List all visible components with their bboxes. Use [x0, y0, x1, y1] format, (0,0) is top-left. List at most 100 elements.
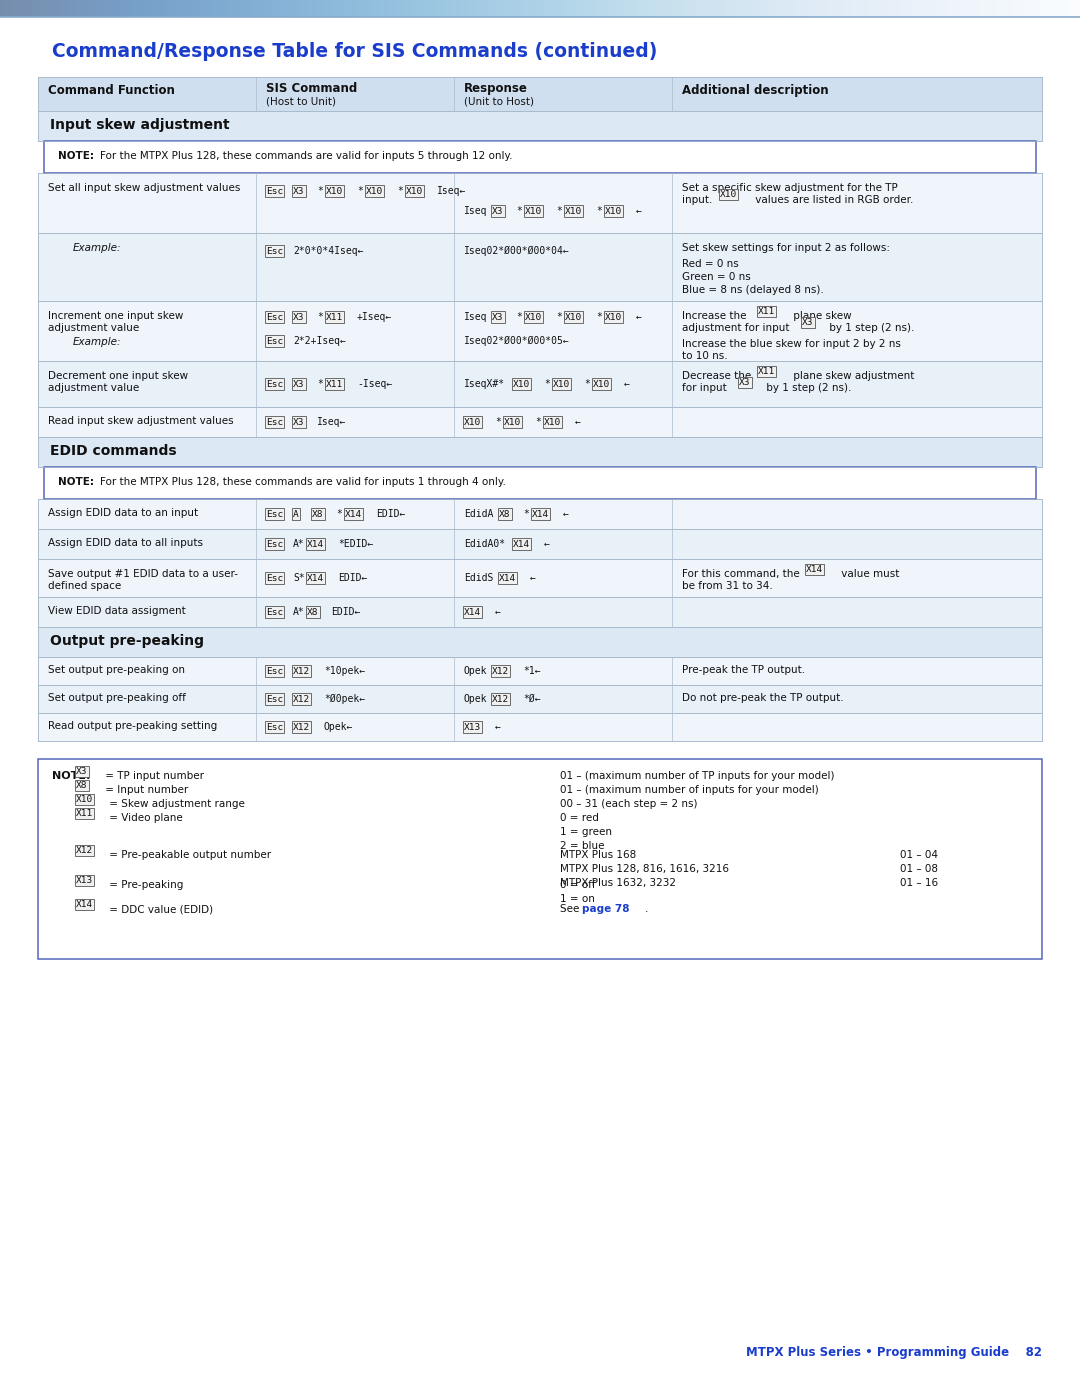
- Text: *: *: [544, 379, 550, 388]
- Text: *1←: *1←: [523, 666, 541, 676]
- FancyBboxPatch shape: [38, 407, 1042, 437]
- FancyBboxPatch shape: [38, 627, 1042, 657]
- Text: MTPX Plus 168: MTPX Plus 168: [561, 849, 636, 861]
- Text: = Pre-peaking: = Pre-peaking: [106, 880, 184, 890]
- Text: -Iseq←: -Iseq←: [357, 379, 392, 388]
- Text: X12: X12: [76, 847, 93, 855]
- Text: ←: ←: [575, 416, 581, 427]
- Text: X8: X8: [76, 781, 87, 789]
- Text: (Unit to Host): (Unit to Host): [464, 96, 534, 106]
- Text: Esc: Esc: [266, 694, 283, 704]
- FancyBboxPatch shape: [38, 597, 1042, 627]
- Text: Iseq02*Ø00*Ø00*04←: Iseq02*Ø00*Ø00*04←: [464, 246, 570, 256]
- Text: X10: X10: [464, 418, 482, 426]
- Text: adjustment for input: adjustment for input: [681, 323, 793, 332]
- Text: X14: X14: [499, 574, 516, 583]
- Text: Output pre-peaking: Output pre-peaking: [50, 634, 204, 648]
- Text: X10: X10: [525, 313, 542, 321]
- Text: Red = 0 ns: Red = 0 ns: [681, 258, 739, 270]
- Text: X14: X14: [464, 608, 482, 616]
- Text: 00 – 31 (each step = 2 ns): 00 – 31 (each step = 2 ns): [561, 799, 698, 809]
- Text: EDID commands: EDID commands: [50, 444, 177, 458]
- Text: X14: X14: [532, 510, 550, 518]
- Text: X8: X8: [312, 510, 324, 518]
- Text: Example:: Example:: [73, 243, 121, 253]
- Text: *: *: [523, 509, 529, 520]
- Text: defined space: defined space: [48, 581, 121, 591]
- Text: Increment one input skew: Increment one input skew: [48, 312, 184, 321]
- Text: SIS Command: SIS Command: [266, 81, 357, 95]
- Text: 1 = green: 1 = green: [561, 827, 612, 837]
- Text: X10: X10: [76, 795, 93, 805]
- Text: EdidA: EdidA: [464, 509, 494, 520]
- Text: EdidA0*: EdidA0*: [464, 539, 505, 549]
- Text: For this command, the: For this command, the: [681, 569, 804, 578]
- Text: 01 – (maximum number of inputs for your model): 01 – (maximum number of inputs for your …: [561, 785, 819, 795]
- Text: X3: X3: [76, 767, 87, 775]
- Text: to 10 ns.: to 10 ns.: [681, 351, 728, 360]
- Text: Esc: Esc: [266, 337, 283, 345]
- Text: S*: S*: [293, 573, 305, 583]
- Text: X3: X3: [293, 187, 305, 196]
- FancyBboxPatch shape: [44, 467, 1036, 499]
- Text: X10: X10: [605, 207, 622, 215]
- Text: *Ø←: *Ø←: [523, 694, 541, 704]
- Text: X10: X10: [525, 207, 542, 215]
- Text: Green = 0 ns: Green = 0 ns: [681, 272, 751, 282]
- FancyBboxPatch shape: [44, 141, 1036, 173]
- Text: Esc: Esc: [266, 418, 283, 426]
- Text: X14: X14: [513, 539, 530, 549]
- Text: X10: X10: [544, 418, 562, 426]
- Text: ←: ←: [636, 312, 642, 321]
- Text: A*: A*: [293, 539, 305, 549]
- Text: Esc: Esc: [266, 608, 283, 616]
- Text: *10pek←: *10pek←: [324, 666, 365, 676]
- Text: Assign EDID data to an input: Assign EDID data to an input: [48, 509, 198, 518]
- Text: *: *: [535, 416, 541, 427]
- Text: IseqX#*: IseqX#*: [464, 379, 505, 388]
- Text: plane skew adjustment: plane skew adjustment: [789, 372, 915, 381]
- Text: *: *: [336, 509, 342, 520]
- Text: 0 = red: 0 = red: [561, 813, 599, 823]
- Text: Command/Response Table for SIS Commands (continued): Command/Response Table for SIS Commands …: [52, 42, 658, 61]
- Text: Esc: Esc: [266, 510, 283, 518]
- Text: X3: X3: [492, 207, 503, 215]
- Text: ←: ←: [563, 509, 569, 520]
- Text: *: *: [556, 312, 562, 321]
- FancyBboxPatch shape: [38, 685, 1042, 712]
- Text: X12: X12: [492, 694, 510, 704]
- Text: X12: X12: [492, 666, 510, 676]
- Text: X3: X3: [739, 379, 751, 387]
- Text: = DDC value (EDID): = DDC value (EDID): [106, 904, 213, 914]
- Text: Blue = 8 ns (delayed 8 ns).: Blue = 8 ns (delayed 8 ns).: [681, 285, 824, 295]
- Text: X8: X8: [499, 510, 511, 518]
- Text: A: A: [293, 510, 299, 518]
- Text: Esc: Esc: [266, 539, 283, 549]
- Text: 01 – 16: 01 – 16: [900, 877, 939, 888]
- Text: = Pre-peakable output number: = Pre-peakable output number: [106, 849, 271, 861]
- Text: Esc: Esc: [266, 574, 283, 583]
- Text: Iseq: Iseq: [464, 205, 487, 217]
- Text: *: *: [516, 205, 522, 217]
- Text: Additional description: Additional description: [681, 84, 828, 96]
- Text: X10: X10: [593, 380, 610, 388]
- Text: input.: input.: [681, 196, 716, 205]
- FancyBboxPatch shape: [38, 110, 1042, 141]
- Text: *: *: [596, 312, 602, 321]
- Text: by 1 step (2 ns).: by 1 step (2 ns).: [826, 323, 915, 332]
- Text: MTPX Plus Series • Programming Guide    82: MTPX Plus Series • Programming Guide 82: [746, 1345, 1042, 1359]
- Text: EDID←: EDID←: [338, 573, 367, 583]
- Text: X10: X10: [565, 207, 582, 215]
- Text: A*: A*: [293, 608, 305, 617]
- Text: ←: ←: [495, 608, 501, 617]
- Text: = Input number: = Input number: [102, 785, 188, 795]
- Text: MTPX Plus 1632, 3232: MTPX Plus 1632, 3232: [561, 877, 676, 888]
- Text: MTPX Plus 128, 816, 1616, 3216: MTPX Plus 128, 816, 1616, 3216: [561, 863, 729, 875]
- Text: NOTE:: NOTE:: [52, 771, 91, 781]
- Text: X8: X8: [307, 608, 319, 616]
- Text: EDID←: EDID←: [330, 608, 361, 617]
- Text: by 1 step (2 ns).: by 1 step (2 ns).: [762, 383, 851, 393]
- Text: Command Function: Command Function: [48, 84, 175, 96]
- FancyBboxPatch shape: [38, 499, 1042, 529]
- Text: *: *: [495, 416, 501, 427]
